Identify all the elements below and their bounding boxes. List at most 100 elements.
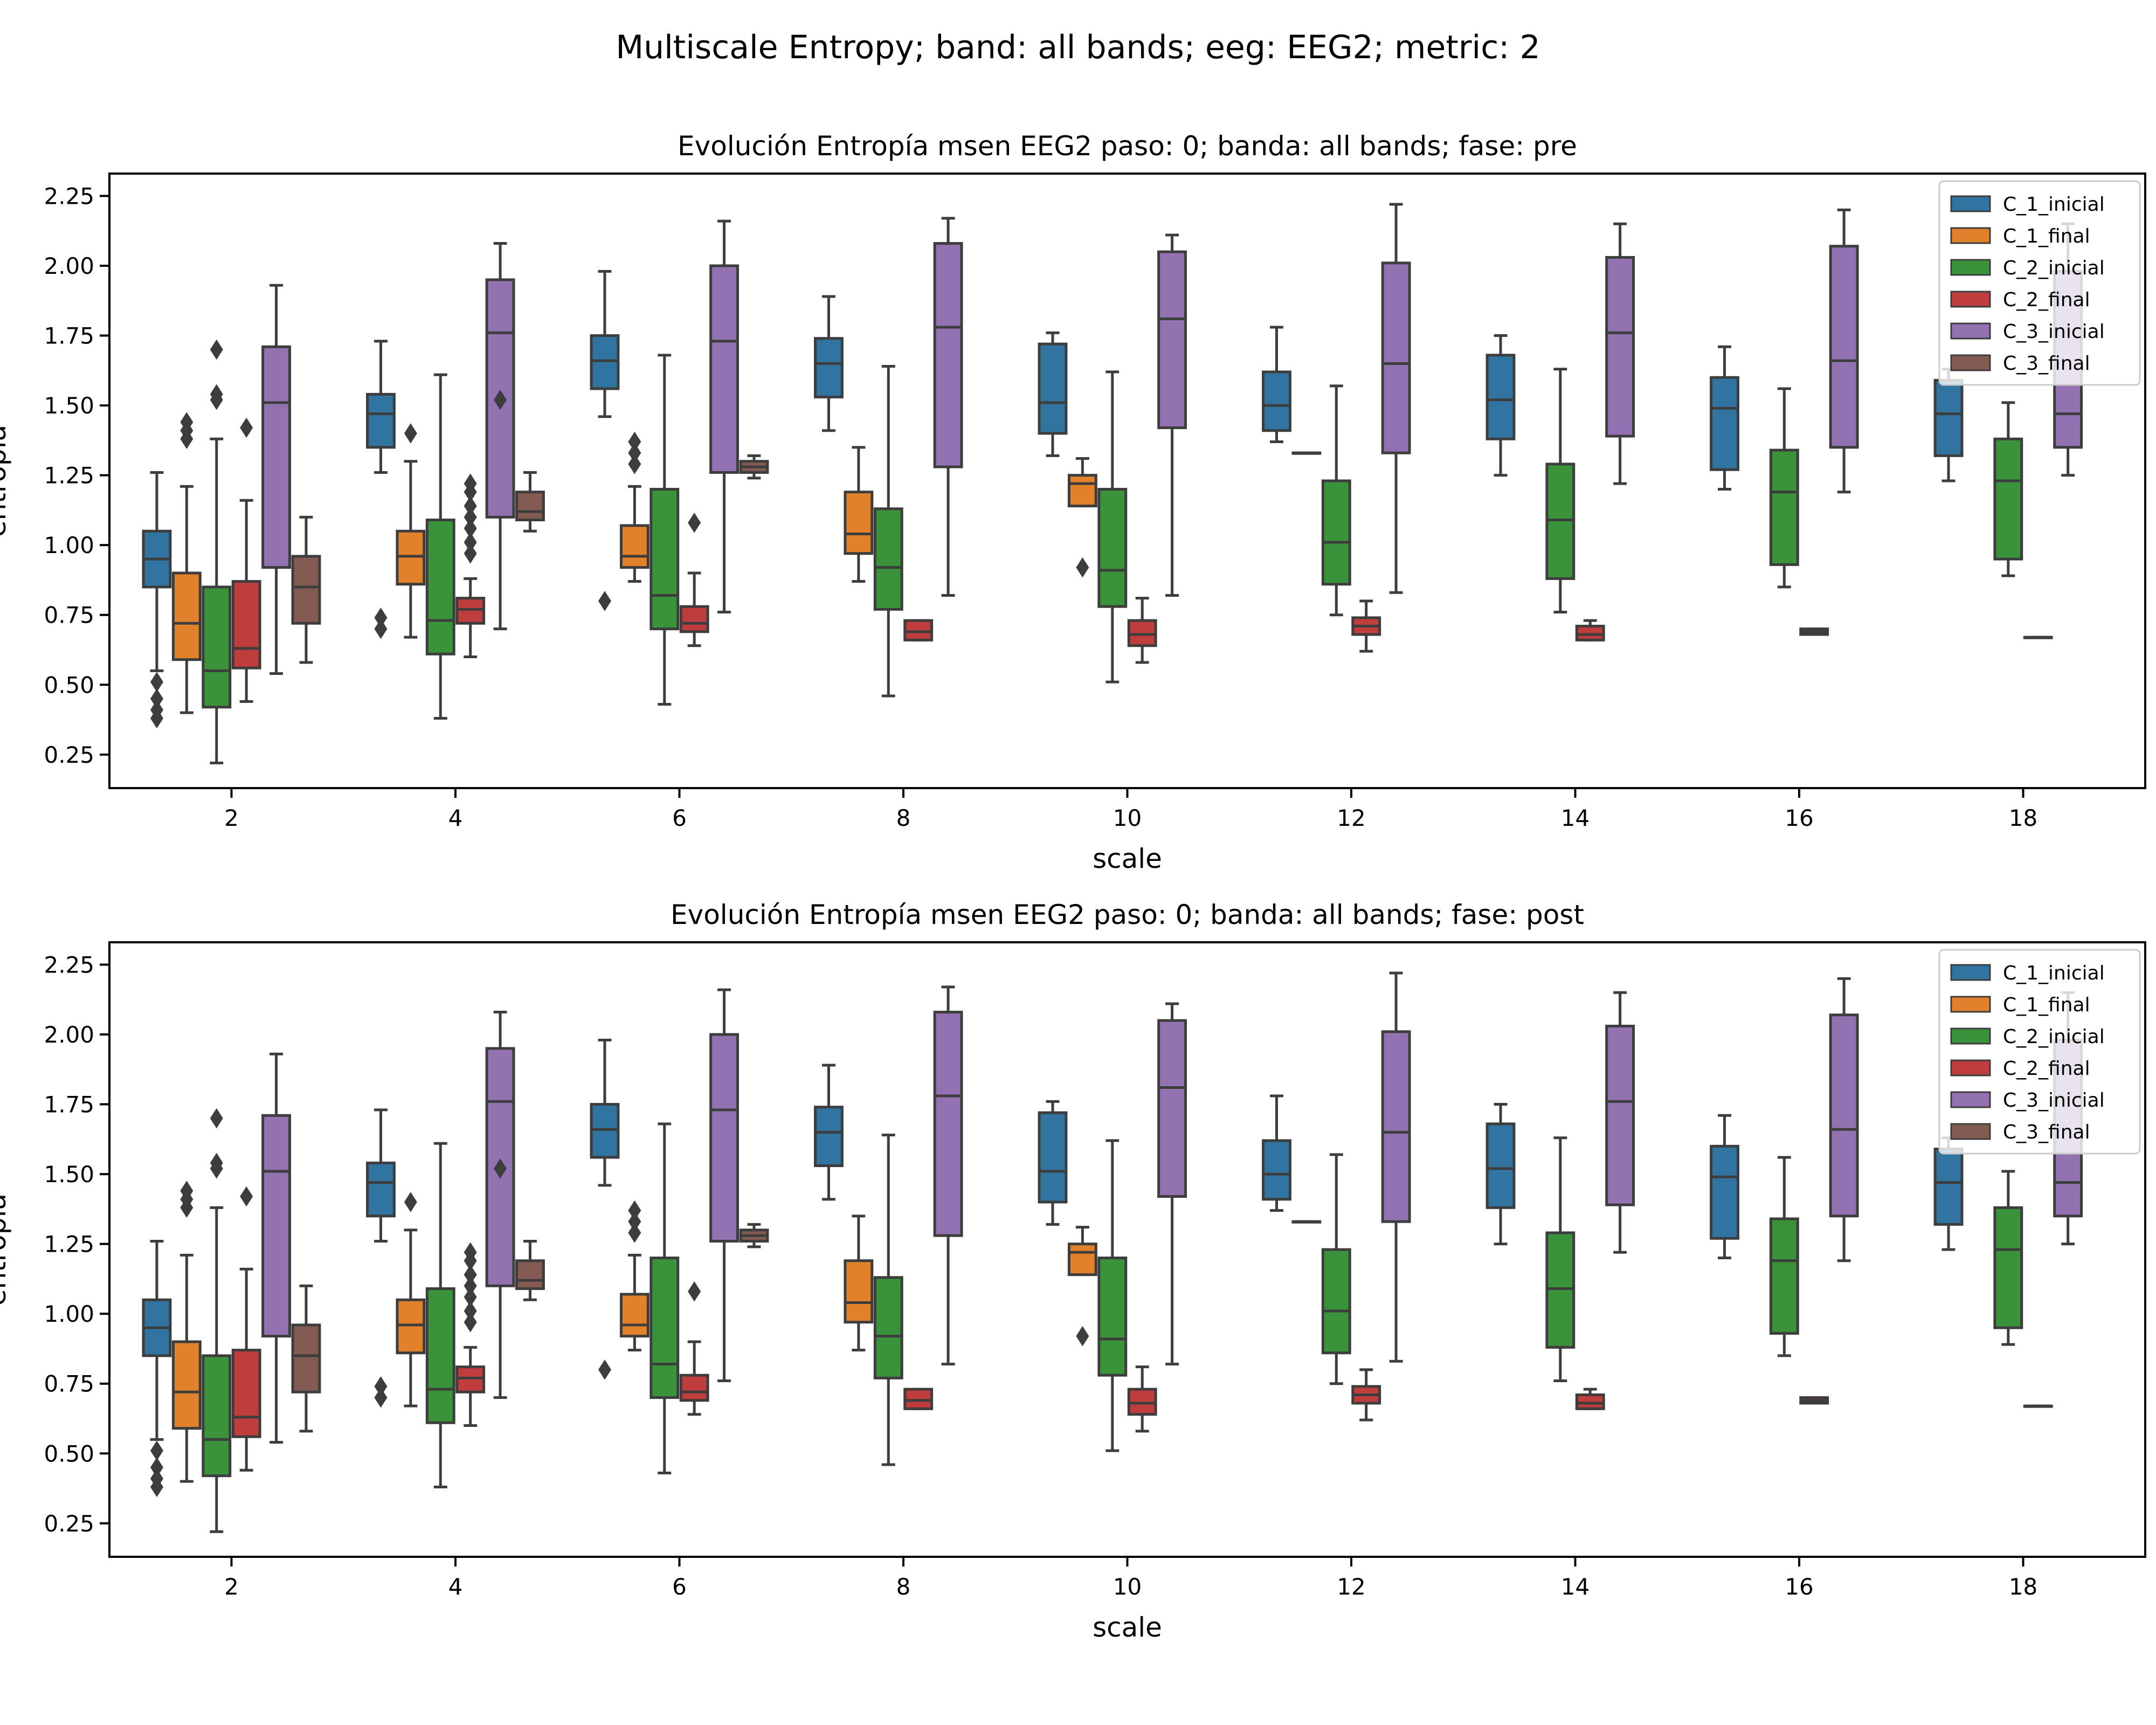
box-C_1_inicial-scale-16 [1710,345,1739,491]
outlier-point [494,389,507,410]
box-C_1_final-scale-8 [844,446,874,583]
box-C_2_final-scale-6 [679,1281,709,1416]
x-tick-label: 18 [2009,1574,2037,1600]
box-C_1_final-scale-6 [619,1200,649,1352]
box-iqr [261,345,291,569]
box-iqr [1127,619,1157,647]
outlier-point [628,1223,641,1243]
legend-label: C_3_inicial [2003,1089,2105,1112]
outlier-point [688,512,701,533]
box-iqr [1127,1388,1157,1416]
box-C_1_final-scale-10 [1067,1226,1097,1347]
box-iqr [1993,437,2023,561]
box-C_2_inicial-scale-18 [1993,401,2023,577]
box-iqr [649,1257,680,1399]
x-tick-label: 8 [896,1574,911,1600]
outlier-point [628,454,641,474]
x-tick-label: 6 [672,805,687,831]
x-tick-label: 16 [1785,1574,1813,1600]
box-C_2_final-scale-16 [1799,627,1829,636]
box-C_2_inicial-scale-14 [1545,368,1575,614]
box-iqr [425,519,455,656]
box-iqr [679,1374,709,1402]
box-C_3_final-scale-6 [739,454,769,480]
box-C_1_final-scale-6 [619,431,649,583]
box-C_2_inicial-scale-14 [1545,1136,1575,1383]
outlier-point [210,339,223,360]
box-C_2_final-scale-2 [231,417,261,703]
outlier-point [628,443,641,463]
box-C_1_inicial-scale-12 [1262,1094,1291,1212]
outlier-point [464,1287,477,1307]
box-C_3_inicial-scale-2 [261,1052,291,1444]
figure-title: Multiscale Entropy; band: all bands; eeg… [616,29,1540,66]
box-iqr [1097,488,1128,608]
outlier-point [210,1108,223,1129]
box-iqr [1067,1243,1097,1276]
box-C_3_inicial-scale-6 [709,219,740,614]
box-iqr [231,580,261,670]
box-iqr [844,1259,874,1324]
box-C_3_final-scale-2 [291,1284,321,1433]
legend-label: C_1_inicial [2003,194,2105,216]
box-C_2_final-scale-8 [903,1388,934,1410]
legend-label: C_1_final [2003,994,2090,1016]
box-C_1_inicial-scale-4 [366,1108,396,1408]
box-C_2_inicial-scale-12 [1321,1153,1351,1385]
legend: C_1_inicial C_1_final C_2_inicial C_2_final… [1938,180,2141,386]
legend-label: C_1_final [2003,225,2090,247]
box-C_1_inicial-scale-18 [1933,368,1964,482]
box-C_2_final-scale-6 [679,512,709,647]
box-iqr [1097,1257,1128,1377]
box-C_1_final-scale-2 [171,412,202,714]
box-C_3_final-scale-4 [515,471,545,533]
box-iqr [649,488,680,631]
outlier-point [464,473,477,494]
outlier-point [180,412,194,432]
outlier-point [404,1192,417,1212]
y-tick-label: 0.25 [44,1510,94,1537]
x-axis-label: scale [1093,1612,1162,1643]
box-C_3_inicial-scale-14 [1605,991,1635,1254]
y-axis-label: entropía [0,425,12,537]
outlier-point [180,1181,194,1201]
y-tick-label: 1.25 [44,1231,94,1258]
box-C_3_inicial-scale-14 [1605,222,1635,485]
box-C_2_inicial-scale-18 [1993,1170,2023,1346]
x-tick-label: 4 [448,1574,463,1600]
legend-item: C_2_final [1950,289,2090,311]
y-tick-label: 2.25 [44,183,94,209]
box-iqr [1038,342,1068,435]
box-C_2_inicial-scale-2 [202,339,232,764]
y-tick-label: 1.50 [44,1161,94,1188]
y-tick-label: 2.00 [44,253,94,279]
box-C_2_inicial-scale-16 [1769,387,1799,589]
y-tick-label: 0.50 [44,672,94,698]
box-iqr [873,1276,903,1379]
box-iqr [396,1298,426,1355]
outlier-point [404,423,417,444]
box-C_2_final-scale-12 [1351,599,1381,653]
box-iqr [455,1365,486,1393]
box-iqr [1933,378,1964,457]
subplot-2: 0.25 0.50 0.75 1.00 1.25 1.50 1.75 2.00 2.25 2 4 6 8… [0,899,2146,1643]
outlier-point [628,1211,641,1232]
box-iqr [590,1103,620,1159]
box-C_3_inicial-scale-10 [1157,1002,1187,1365]
x-tick-label: 8 [896,805,911,831]
box-iqr [1575,1393,1605,1410]
outlier-point [240,417,253,438]
box-C_1_inicial-scale-10 [1038,1100,1068,1226]
box-iqr [1575,624,1605,641]
box-C_2_final-scale-8 [903,619,934,641]
box-C_2_inicial-scale-10 [1097,1139,1128,1452]
box-iqr [1381,261,1411,454]
box-C_2_final-scale-4 [455,1242,486,1427]
box-iqr [1769,1217,1799,1335]
legend-swatch [1950,291,1991,308]
legend-label: C_2_inicial [2003,257,2105,279]
legend-item: C_2_inicial [1950,1026,2105,1048]
box-iqr [1262,370,1291,432]
box-C_3_inicial-scale-2 [261,284,291,675]
y-tick-label: 1.25 [44,463,94,489]
